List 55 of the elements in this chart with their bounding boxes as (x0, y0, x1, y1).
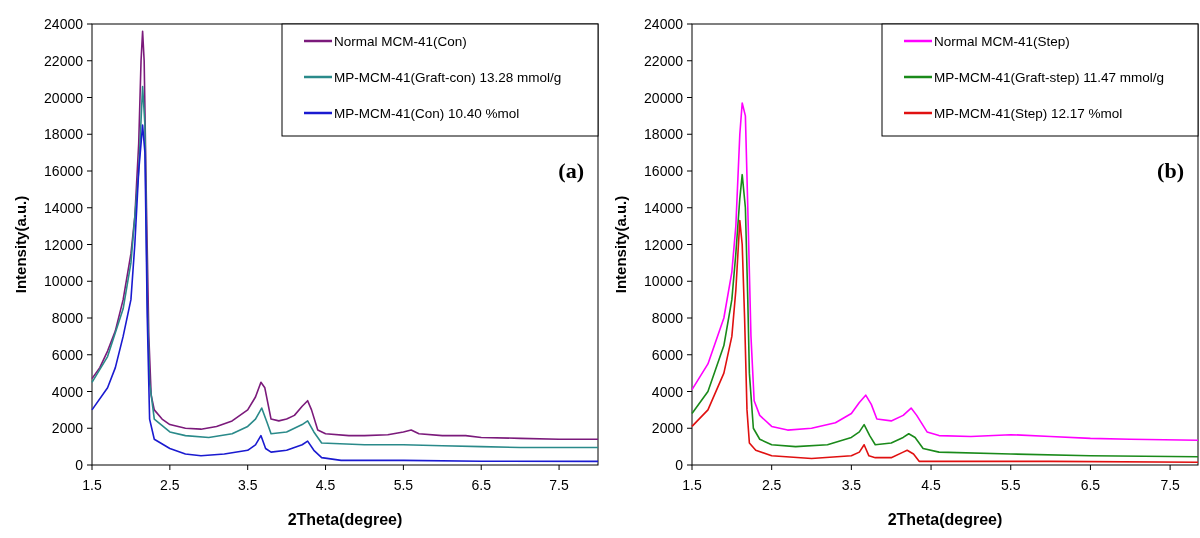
y-tick-label: 14000 (44, 199, 84, 216)
x-tick-label: 3.5 (237, 477, 258, 493)
line-series (691, 219, 1199, 464)
y-axis-title: Intensity(a.u.) (612, 195, 629, 294)
legend-label: MP-MCM-41(Step) 12.17 %mol (934, 106, 1123, 121)
y-tick-label: 16000 (644, 163, 684, 179)
x-tick-label: 6.5 (1080, 477, 1101, 493)
y-tick-label: 20000 (44, 89, 84, 106)
y-tick-label: 10000 (644, 273, 684, 290)
x-tick-label: 4.5 (921, 477, 941, 493)
y-tick-label: 22000 (44, 52, 84, 69)
y-tick-label: 22000 (644, 52, 684, 69)
legend-label: MP-MCM-41(Graft-con) 13.28 mmol/g (334, 70, 562, 85)
x-tick-label: 7.5 (1160, 477, 1181, 493)
y-tick-label: 14000 (644, 199, 684, 216)
y-tick-label: 24000 (644, 16, 684, 32)
x-tick-label: 2.5 (761, 477, 782, 493)
annotation: (a) (558, 158, 584, 183)
x-tick-label: 7.5 (549, 477, 570, 493)
line-series (691, 102, 1199, 441)
y-tick-label: 2000 (651, 420, 684, 437)
y-tick-label: 6000 (651, 346, 684, 363)
y-tick-label: 0 (75, 457, 84, 473)
x-tick-label: 1.5 (682, 477, 702, 493)
x-axis-title: 2Theta(degree) (887, 511, 1003, 528)
y-tick-label: 10000 (44, 273, 84, 290)
x-tick-label: 3.5 (841, 477, 862, 493)
x-tick-label: 1.5 (82, 477, 102, 493)
y-tick-label: 8000 (651, 310, 684, 326)
legend-label: MP-MCM-41(Con) 10.40 %mol (334, 106, 520, 121)
x-tick-label: 6.5 (471, 477, 492, 493)
line-series (91, 30, 599, 441)
x-tick-label: 2.5 (160, 477, 180, 493)
y-tick-label: 20000 (644, 89, 684, 106)
y-tick-label: 0 (675, 457, 684, 473)
y-tick-label: 12000 (644, 236, 684, 253)
y-tick-label: 16000 (44, 163, 84, 179)
legend-label: Normal MCM-41(Step) (934, 34, 1070, 49)
x-tick-label: 5.5 (1001, 477, 1021, 493)
x-tick-label: 4.5 (315, 477, 336, 493)
y-tick-label: 24000 (44, 16, 84, 32)
annotation: (b) (1157, 158, 1184, 183)
y-tick-label: 2000 (51, 420, 84, 437)
y-tick-label: 4000 (51, 383, 84, 400)
x-tick-label: 5.5 (393, 477, 414, 493)
y-tick-label: 18000 (44, 126, 84, 143)
x-axis-title: 2Theta(degree) (287, 511, 403, 528)
y-axis-title: Intensity(a.u.) (12, 195, 29, 294)
legend-label: MP-MCM-41(Graft-step) 11.47 mmol/g (934, 70, 1165, 85)
y-tick-label: 8000 (51, 310, 84, 326)
y-tick-label: 6000 (51, 346, 84, 363)
y-tick-label: 4000 (651, 383, 684, 400)
y-tick-label: 18000 (644, 126, 684, 143)
legend-label: Normal MCM-41(Con) (334, 34, 467, 49)
y-tick-label: 12000 (44, 236, 84, 253)
